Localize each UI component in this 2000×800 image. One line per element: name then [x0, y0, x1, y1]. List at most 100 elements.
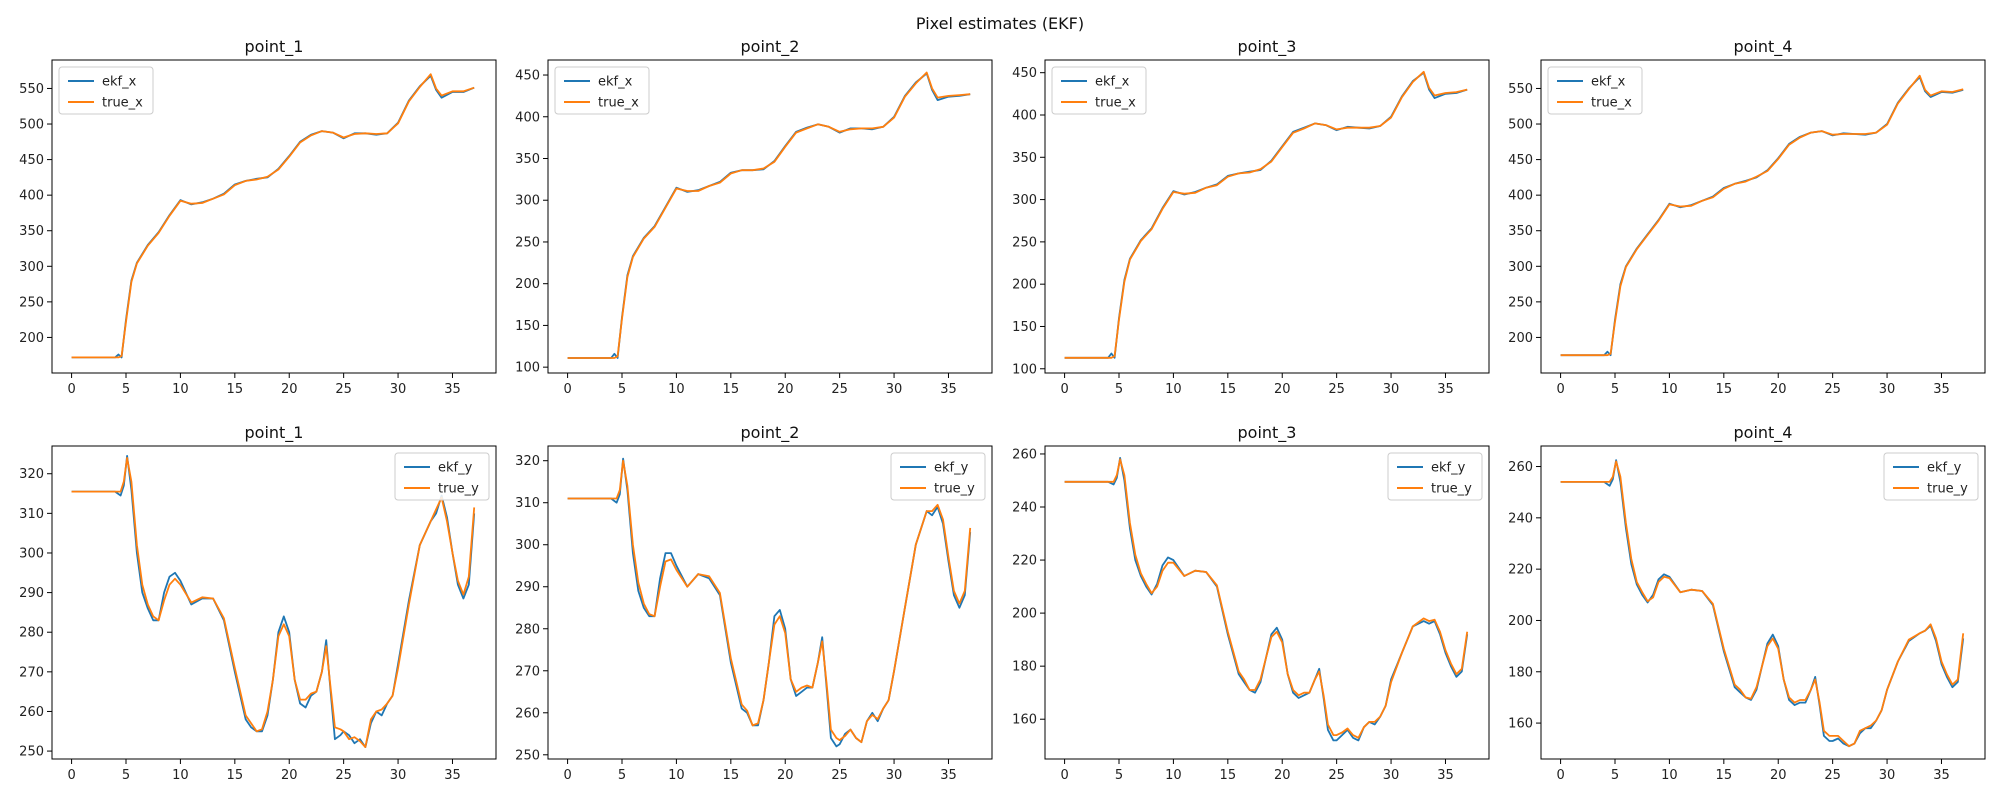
x-tick-label: 30 — [1879, 768, 1896, 783]
y-tick-label: 450 — [19, 153, 44, 168]
axes-frame — [547, 59, 993, 374]
legend: ekf_y true_y — [394, 452, 490, 501]
subplot-8: point_4 0 5 10 15 20 25 30 35 160 180 200 220 240 260 e… — [1508, 423, 1986, 783]
x-tick-label: 25 — [1824, 768, 1841, 783]
y-tick-label: 450 — [515, 69, 540, 84]
y-tick-label: 200 — [1012, 278, 1037, 293]
legend-label-true_x: true_x — [598, 96, 639, 111]
figure-title: Pixel estimates (EKF) — [916, 14, 1084, 33]
y-tick-label: 350 — [1508, 224, 1533, 239]
x-tick-label: 25 — [335, 768, 352, 783]
y-tick-label: 240 — [1012, 501, 1037, 516]
x-tick-label: 30 — [390, 382, 407, 397]
x-tick-label: 15 — [227, 382, 244, 397]
x-tick-label: 0 — [1060, 768, 1068, 783]
axes-frame — [1044, 59, 1490, 374]
x-tick-label: 10 — [668, 768, 685, 783]
x-tick-label: 25 — [1824, 382, 1841, 397]
legend: ekf_y true_y — [890, 452, 986, 501]
y-tick-label: 260 — [19, 705, 44, 720]
x-tick-label: 5 — [1611, 768, 1619, 783]
x-tick-label: 15 — [1220, 382, 1237, 397]
series-line-ekf_y — [1560, 459, 1965, 748]
series-line-true_y — [567, 459, 972, 744]
y-tick-label: 200 — [19, 331, 44, 346]
y-tick-label: 300 — [1012, 193, 1037, 208]
y-tick-label: 260 — [515, 706, 540, 721]
axes-frame — [51, 59, 497, 374]
legend-label-ekf_y: ekf_y — [1927, 461, 1962, 476]
y-tick-label: 290 — [515, 580, 540, 595]
x-tick-label: 20 — [1770, 768, 1787, 783]
x-tick-label: 5 — [1115, 768, 1123, 783]
y-tick-label: 500 — [1508, 118, 1533, 133]
legend-label-ekf_x: ekf_x — [1095, 75, 1130, 90]
subplot-title: point_2 — [741, 37, 800, 57]
series-line-true_x — [1560, 74, 1964, 357]
subplot-2: point_2 0 5 10 15 20 25 30 35 100 150 200 250 300 350 4… — [515, 37, 993, 397]
x-tick-label: 0 — [1060, 382, 1068, 397]
x-tick-label: 15 — [227, 768, 244, 783]
x-tick-label: 15 — [723, 382, 740, 397]
legend-label-ekf_y: ekf_y — [438, 461, 473, 476]
subplot-title: point_1 — [245, 423, 304, 443]
series-lines — [567, 457, 972, 748]
y-tick-label: 100 — [515, 361, 540, 376]
subplot-title: point_4 — [1734, 423, 1793, 443]
x-tick-label: 15 — [1220, 768, 1237, 783]
subplot-3: point_3 0 5 10 15 20 25 30 35 100 150 200 250 300 350 4… — [1012, 37, 1490, 397]
x-tick-label: 20 — [1274, 768, 1291, 783]
x-tick-label: 25 — [831, 382, 848, 397]
subplot-title: point_2 — [741, 423, 800, 443]
x-tick-label: 35 — [444, 382, 461, 397]
y-tick-label: 550 — [1508, 82, 1533, 97]
y-tick-label: 320 — [19, 467, 44, 482]
legend: ekf_y true_y — [1883, 452, 1979, 501]
series-line-true_x — [71, 73, 475, 359]
x-tick-label: 0 — [1556, 768, 1564, 783]
axes-frame — [1044, 445, 1490, 760]
x-tick-label: 35 — [1437, 382, 1454, 397]
subplot-1: point_1 0 5 10 15 20 25 30 35 200 250 300 350 400 450 5… — [19, 37, 497, 397]
x-tick-label: 20 — [777, 382, 794, 397]
y-tick-label: 240 — [1508, 511, 1533, 526]
legend: ekf_x true_x — [554, 66, 650, 115]
x-tick-label: 30 — [1383, 768, 1400, 783]
x-tick-label: 35 — [1933, 382, 1950, 397]
series-line-true_y — [1064, 458, 1469, 739]
series-lines — [1560, 74, 1964, 357]
x-tick-label: 0 — [67, 768, 75, 783]
y-tick-label: 310 — [515, 496, 540, 511]
series-line-ekf_x — [567, 72, 971, 359]
x-tick-label: 25 — [831, 768, 848, 783]
y-tick-label: 200 — [1508, 331, 1533, 346]
legend-label-true_y: true_y — [438, 482, 479, 497]
series-line-true_x — [1064, 70, 1468, 359]
legend-label-true_x: true_x — [1591, 96, 1632, 111]
series-line-ekf_x — [1560, 76, 1964, 357]
y-tick-label: 400 — [1012, 108, 1037, 123]
series-line-ekf_x — [1064, 71, 1468, 359]
y-tick-label: 100 — [1012, 362, 1037, 377]
legend: ekf_x true_x — [58, 66, 154, 115]
y-tick-label: 400 — [19, 189, 44, 204]
subplot-title: point_3 — [1238, 423, 1297, 443]
legend: ekf_x true_x — [1051, 66, 1147, 115]
x-tick-label: 5 — [618, 382, 626, 397]
x-tick-label: 10 — [1661, 768, 1678, 783]
series-lines — [1064, 70, 1468, 359]
series-line-true_y — [71, 457, 476, 748]
x-tick-label: 20 — [281, 382, 298, 397]
y-tick-label: 270 — [515, 664, 540, 679]
legend: ekf_y true_y — [1387, 452, 1483, 501]
y-tick-label: 200 — [515, 277, 540, 292]
y-tick-label: 290 — [19, 586, 44, 601]
legend-label-true_y: true_y — [934, 482, 975, 497]
x-tick-label: 15 — [1716, 382, 1733, 397]
legend-label-ekf_x: ekf_x — [102, 75, 137, 90]
series-lines — [1560, 459, 1965, 748]
y-tick-label: 500 — [19, 118, 44, 133]
x-tick-label: 30 — [886, 382, 903, 397]
x-tick-label: 10 — [172, 768, 189, 783]
